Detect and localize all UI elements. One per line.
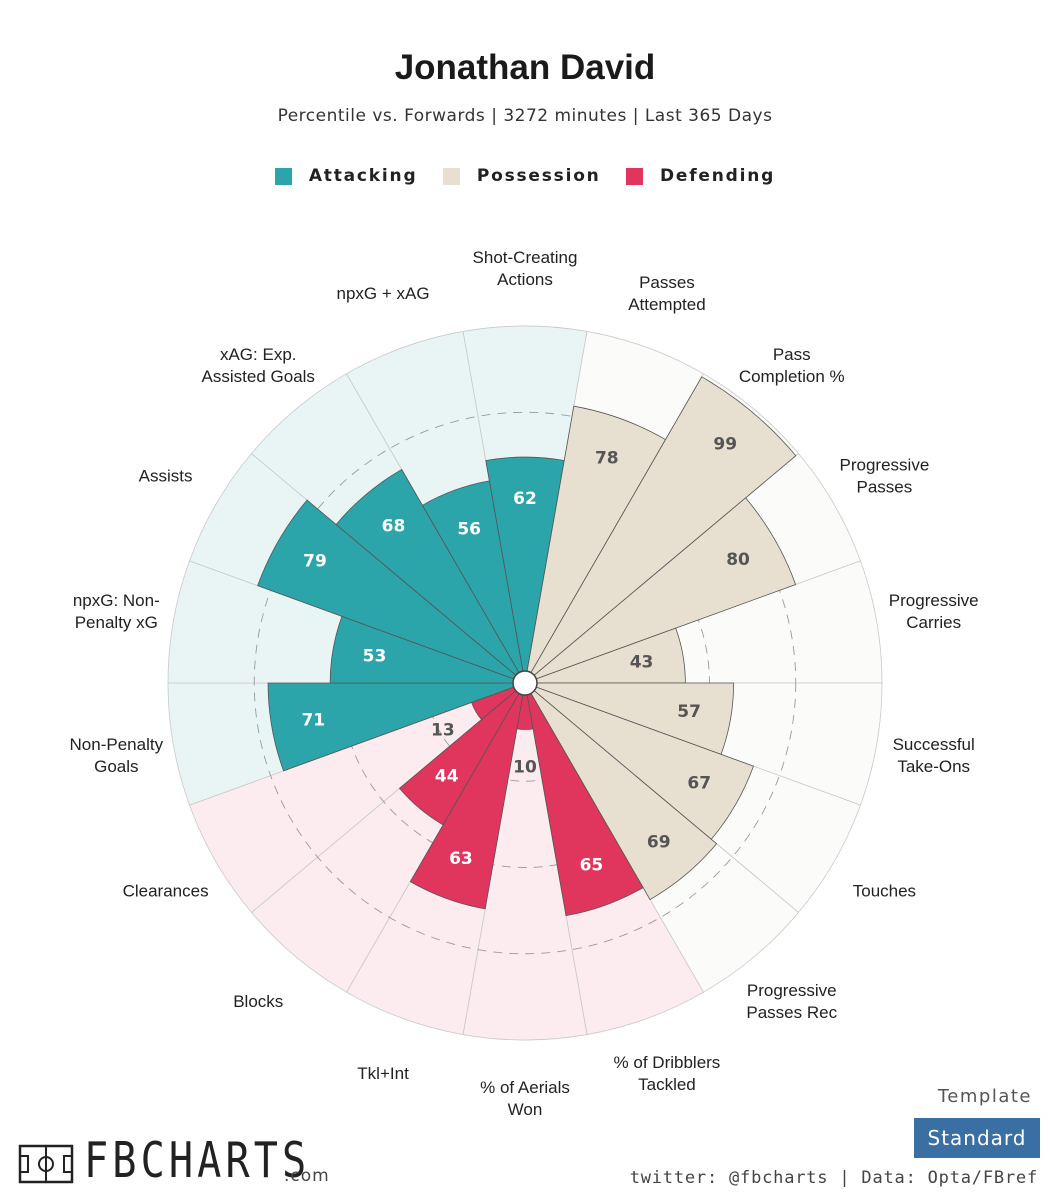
category-label-successful-take-ons: Successful Take-Ons <box>893 735 975 776</box>
category-label-non-penalty-goals: Non-Penalty Goals <box>70 735 164 776</box>
value-label-xag-exp-assisted-goals: 68 <box>382 516 406 536</box>
chart-title: Jonathan David <box>394 48 656 87</box>
value-labels: 62 78 99 80 43 57 67 69 65 10 63 44 13 71 53 79 68 56 <box>301 434 750 875</box>
value-label-clearances: 13 <box>431 720 455 740</box>
legend-label-possession: Possession <box>476 166 601 186</box>
value-label-non-penalty-goals: 71 <box>301 710 325 730</box>
category-labels: Shot-Creating Actions Passes Attempted Pass C… <box>70 248 979 1119</box>
value-label-npxg-non-penalty-xg: 53 <box>363 646 387 666</box>
brand-name: FBCHARTS <box>84 1132 311 1189</box>
chart-subtitle: Percentile vs. Forwards | 3272 minutes |… <box>277 106 773 126</box>
value-label-npxg-xag: 56 <box>457 520 481 540</box>
category-label-progressive-carries: Progressive Carries <box>889 591 979 632</box>
category-label-clearances: Clearances <box>123 882 209 901</box>
grid-ring-75 <box>253 411 797 955</box>
category-label-assists: Assists <box>139 467 193 486</box>
category-label-shot-creating-actions: Shot-Creating Actions <box>473 248 578 289</box>
value-label-shot-creating-actions: 62 <box>513 489 537 509</box>
category-label-progressive-passes-rec: Progressive Passes Rec <box>746 981 837 1022</box>
template-label: Template <box>937 1086 1032 1107</box>
value-label-assists: 79 <box>303 552 327 572</box>
legend-label-defending: Defending <box>660 166 776 186</box>
category-label-npxg-xag: npxG + xAG <box>337 284 430 303</box>
value-label-progressive-passes-rec: 69 <box>647 832 671 852</box>
legend: Attacking Possession Defending <box>0 166 1050 190</box>
category-label-pass-completion: Pass Completion % <box>739 345 845 386</box>
center-hub <box>512 670 538 696</box>
category-label-passes-attempted: Passes Attempted <box>628 273 706 314</box>
category-label-of-dribblers-tackled: % of Dribblers Tackled <box>614 1053 721 1094</box>
brand: FBCHARTS .com <box>18 1132 360 1189</box>
value-label-progressive-passes: 80 <box>726 550 750 570</box>
value-label-touches: 67 <box>687 774 711 794</box>
brand-suffix: .com <box>284 1166 330 1186</box>
category-label-npxg-non-penalty-xg: npxG: Non-Penalty xG <box>73 591 160 632</box>
category-label-blocks: Blocks <box>233 992 283 1011</box>
category-label-touches: Touches <box>853 882 916 901</box>
value-label-of-dribblers-tackled: 65 <box>580 856 604 876</box>
legend-swatch-attacking <box>274 167 292 185</box>
legend-item-defending: Defending <box>626 166 775 186</box>
value-label-progressive-carries: 43 <box>630 652 654 672</box>
value-label-pass-completion: 99 <box>713 434 737 454</box>
pitch-logo-icon <box>18 1144 74 1184</box>
value-label-passes-attempted: 78 <box>595 448 619 468</box>
category-label-xag-exp-assisted-goals: xAG: Exp. Assisted Goals <box>202 345 315 386</box>
data-bars <box>257 376 797 917</box>
legend-label-attacking: Attacking <box>308 166 418 186</box>
value-label-of-aerials-won: 10 <box>513 758 537 778</box>
value-label-tkl-int: 63 <box>449 849 473 869</box>
value-label-blocks: 44 <box>435 766 459 786</box>
category-label-of-aerials-won: % of Aerials Won <box>480 1078 570 1119</box>
value-label-successful-take-ons: 57 <box>677 702 701 722</box>
category-label-tkl-int: Tkl+Int <box>357 1064 409 1083</box>
legend-item-possession: Possession <box>442 166 601 186</box>
category-label-progressive-passes: Progressive Passes <box>840 456 930 497</box>
template-button[interactable]: Standard <box>914 1118 1040 1158</box>
credits: twitter: @fbcharts | Data: Opta/FBref <box>629 1168 1038 1188</box>
legend-swatch-defending <box>626 167 643 185</box>
legend-item-attacking: Attacking <box>274 166 418 186</box>
legend-swatch-possession <box>442 167 460 185</box>
